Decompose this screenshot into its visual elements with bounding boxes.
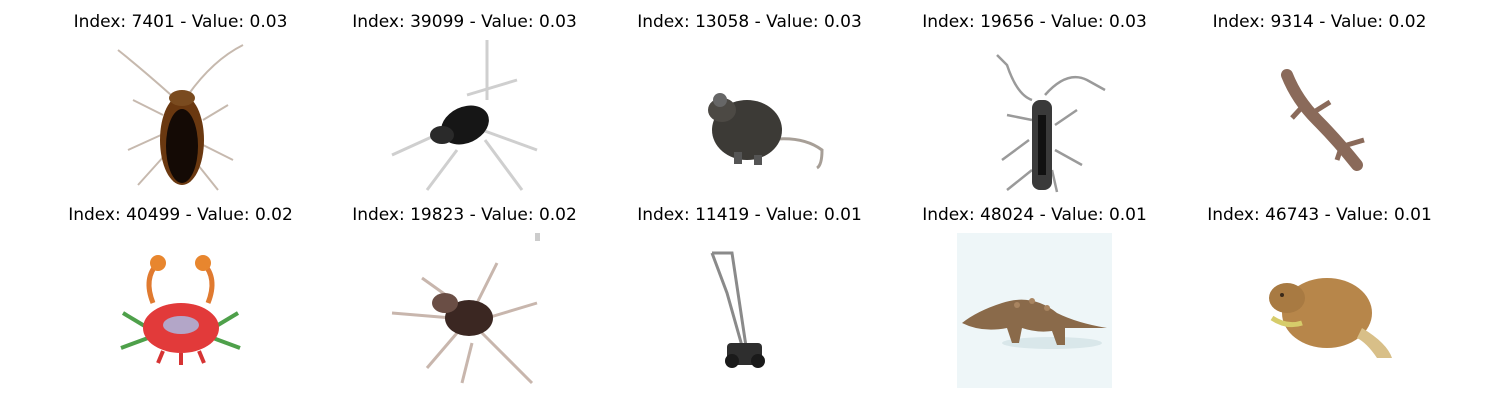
- grid-cell-3: Index: 13058 - Value: 0.03: [607, 12, 892, 202]
- longhorn-beetle-image: [957, 40, 1112, 195]
- cockroach-image: [103, 40, 258, 195]
- beaver-image: [1242, 233, 1397, 388]
- cell-title: Index: 48024 - Value: 0.01: [922, 205, 1147, 225]
- grid-cell-6: Index: 40499 - Value: 0.02: [38, 205, 323, 395]
- grid-cell-2: Index: 39099 - Value: 0.03: [322, 12, 607, 202]
- cell-title: Index: 19656 - Value: 0.03: [922, 12, 1147, 32]
- cell-title: Index: 19823 - Value: 0.02: [352, 205, 577, 225]
- cell-title: Index: 11419 - Value: 0.01: [637, 205, 862, 225]
- lizard-image: [1242, 40, 1397, 195]
- mouse-image: [672, 40, 827, 195]
- grid-cell-8: Index: 11419 - Value: 0.01: [607, 205, 892, 395]
- cell-title: Index: 46743 - Value: 0.01: [1207, 205, 1432, 225]
- grid-cell-5: Index: 9314 - Value: 0.02: [1177, 12, 1462, 202]
- grid-cell-10: Index: 46743 - Value: 0.01: [1177, 205, 1462, 395]
- lawn-mower-image: [672, 233, 827, 388]
- cell-title: Index: 39099 - Value: 0.03: [352, 12, 577, 32]
- cell-title: Index: 7401 - Value: 0.03: [73, 12, 288, 32]
- dinosaur-image: [957, 233, 1112, 388]
- cell-title: Index: 9314 - Value: 0.02: [1212, 12, 1427, 32]
- grid-cell-1: Index: 7401 - Value: 0.03: [38, 12, 323, 202]
- grid-cell-7: Index: 19823 - Value: 0.02: [322, 205, 607, 395]
- crab-image: [103, 233, 258, 388]
- grid-cell-9: Index: 48024 - Value: 0.01: [892, 205, 1177, 395]
- cell-title: Index: 13058 - Value: 0.03: [637, 12, 862, 32]
- beetle-image: [387, 40, 542, 195]
- grid-cell-4: Index: 19656 - Value: 0.03: [892, 12, 1177, 202]
- spider-image: [387, 233, 542, 388]
- cell-title: Index: 40499 - Value: 0.02: [68, 205, 293, 225]
